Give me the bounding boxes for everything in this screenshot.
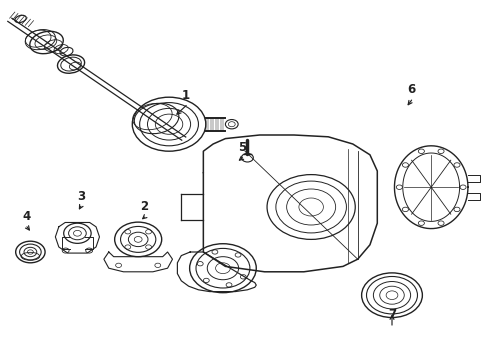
Text: 3: 3 bbox=[77, 190, 85, 203]
Text: 2: 2 bbox=[141, 201, 148, 213]
Text: 5: 5 bbox=[239, 141, 246, 154]
Text: 7: 7 bbox=[388, 309, 396, 321]
Text: 4: 4 bbox=[23, 210, 31, 223]
Text: 6: 6 bbox=[408, 84, 416, 96]
Text: 1: 1 bbox=[182, 89, 190, 102]
